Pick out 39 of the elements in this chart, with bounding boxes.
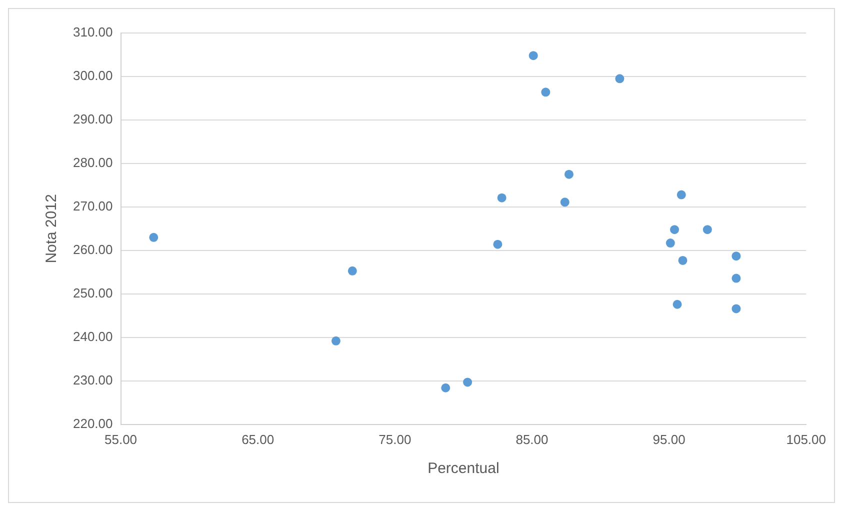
point (676, 190, 686, 200)
x-tick-label: 75.00 (378, 432, 412, 447)
y-tick-label: 280.00 (72, 155, 113, 170)
y-tick-label: 290.00 (72, 112, 113, 127)
point (732, 304, 741, 314)
point (615, 74, 624, 84)
x-tick-label: 105.00 (786, 432, 826, 447)
point (149, 232, 158, 242)
point (678, 256, 688, 265)
point (497, 193, 506, 202)
x-tick-label: 65.00 (242, 432, 274, 447)
y-tick-label: 250.00 (72, 286, 113, 301)
point (541, 88, 550, 97)
x-axis-title: Percentual (428, 460, 500, 478)
point (732, 274, 741, 283)
point (666, 238, 675, 248)
point (441, 383, 450, 392)
point (564, 170, 574, 179)
y-tick-label: 310.00 (72, 24, 113, 40)
point (528, 51, 538, 60)
y-tick-label: 230.00 (72, 372, 113, 388)
point (493, 240, 502, 249)
point (348, 266, 357, 276)
y-tick-label: 260.00 (72, 242, 113, 258)
x-tick-label: 95.00 (652, 432, 686, 447)
y-tick-label: 220.00 (72, 416, 113, 431)
point (560, 198, 570, 207)
point (670, 225, 680, 234)
y-tick-label: 300.00 (72, 68, 113, 84)
point (702, 225, 712, 234)
point (331, 336, 340, 346)
y-axis-title: Nota 2012 (43, 194, 60, 264)
y-tick-label: 240.00 (72, 329, 113, 344)
point (672, 300, 682, 309)
x-tick-label: 85.00 (516, 432, 548, 447)
point (463, 378, 472, 387)
y-tick-label: 270.00 (72, 198, 113, 214)
point (732, 252, 741, 261)
x-tick-label: 55.00 (104, 432, 138, 447)
